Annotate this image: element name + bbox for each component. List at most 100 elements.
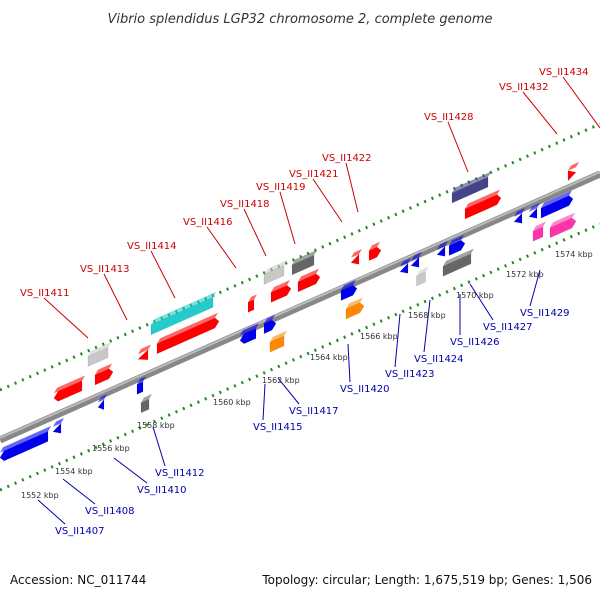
lower-tick-track [0,222,600,492]
gene-feature-top [54,375,85,394]
gene-feature-body [532,226,544,242]
label-leader-line [345,162,359,213]
gene-feature[interactable] [156,312,220,355]
gene-feature-top [411,251,422,261]
label-leader-line [347,343,351,383]
label-leader-line [279,191,296,245]
gene-label-bottom[interactable]: VS_II1407 [55,526,105,537]
gene-feature[interactable] [239,323,259,345]
gene-label-bottom[interactable]: VS_II1424 [414,354,464,365]
gene-feature[interactable] [340,279,358,301]
gene-feature-top [137,376,146,385]
gene-label-top[interactable]: VS_II1418 [220,199,270,210]
gene-label-top[interactable]: VS_II1432 [499,82,549,93]
gene-label-bottom[interactable]: VS_II1429 [520,308,570,319]
gene-feature-body [442,253,472,277]
gene-feature[interactable] [410,251,422,271]
gene-feature[interactable] [94,363,114,386]
gene-feature-body [140,398,150,414]
gene-label-bottom[interactable]: VS_II1427 [483,322,533,333]
gene-feature[interactable] [291,249,317,276]
gene-feature[interactable] [540,190,574,219]
gene-feature[interactable] [297,268,321,293]
gene-feature[interactable] [451,171,491,204]
gene-feature-body [451,176,489,204]
features-layer [0,161,579,463]
gene-feature[interactable] [448,234,466,256]
gene-feature[interactable] [0,426,51,463]
gene-feature-top [400,257,411,267]
gene-label-top[interactable]: VS_II1419 [256,182,306,193]
gene-label-top[interactable]: VS_II1422 [322,153,372,164]
label-leader-line [423,299,431,353]
gene-feature[interactable] [97,394,107,412]
gene-feature-body [53,380,83,402]
gene-feature-body [416,271,426,287]
gene-feature[interactable] [464,189,502,220]
gene-feature-body [263,319,277,335]
kbp-tick-label: 1562 kbp [262,376,300,385]
gene-feature[interactable] [350,248,362,268]
gene-feature[interactable] [263,314,277,335]
gene-feature[interactable] [87,342,111,367]
map-title: Vibrio splendidus LGP32 chromosome 2, co… [107,12,492,27]
gene-feature-top [449,234,464,246]
label-leader-line [522,91,558,135]
gene-label-bottom[interactable]: VS_II1420 [340,384,390,395]
gene-feature[interactable] [399,257,411,277]
gene-feature[interactable] [136,376,146,395]
gene-feature[interactable] [368,241,382,262]
gene-feature[interactable] [150,291,216,336]
gene-feature[interactable] [269,330,287,353]
gene-label-bottom[interactable]: VS_II1415 [253,422,303,433]
gene-label-bottom[interactable]: VS_II1408 [85,506,135,517]
gene-label-bottom[interactable]: VS_II1417 [289,406,339,417]
gene-feature-top [298,268,319,282]
gene-feature[interactable] [137,344,151,364]
gene-feature-body [291,254,315,276]
gene-feature-body [270,284,292,303]
gene-feature[interactable] [345,297,365,320]
gene-label-top[interactable]: VS_II1421 [289,169,339,180]
gene-label-top[interactable]: VS_II1434 [539,67,589,78]
gene-feature-body [340,284,358,301]
gene-feature-body [540,195,574,219]
gene-label-bottom[interactable]: VS_II1426 [450,337,500,348]
gene-label-bottom[interactable]: VS_II1410 [137,485,187,496]
gene-feature-top [533,221,546,232]
gene-feature[interactable] [140,393,152,414]
label-leader-line [394,313,401,368]
gene-feature-top [270,330,287,343]
gene-feature-top [271,280,290,293]
gene-label-top[interactable]: VS_II1414 [127,241,177,252]
gene-feature[interactable] [263,260,287,285]
gene-feature[interactable] [416,266,429,287]
gene-feature[interactable] [567,161,579,182]
gene-feature[interactable] [247,294,257,313]
gene-label-top[interactable]: VS_II1428 [424,112,474,123]
kbp-tick-label: 1570 kbp [456,291,494,300]
gene-feature[interactable] [436,240,448,260]
gene-feature-top [416,266,429,276]
kbp-tick-label: 1572 kbp [506,270,544,279]
gene-feature[interactable] [442,248,474,277]
label-leader-line [262,383,266,421]
gene-feature[interactable] [549,212,577,239]
kbp-tick-label: 1566 kbp [360,332,398,341]
gene-feature[interactable] [532,221,546,242]
gene-label-top[interactable]: VS_II1416 [183,217,233,228]
gene-feature-top [264,314,275,324]
gene-feature[interactable] [513,207,525,227]
gene-feature-top [443,248,474,267]
label-leader-line [150,250,176,299]
gene-label-bottom[interactable]: VS_II1412 [155,468,205,479]
gene-label-top[interactable]: VS_II1411 [20,288,70,299]
gene-feature[interactable] [53,375,85,403]
gene-label-bottom[interactable]: VS_II1423 [385,369,435,380]
gene-feature[interactable] [270,280,292,303]
gene-label-top[interactable]: VS_II1413 [80,264,130,275]
gene-feature[interactable] [52,417,64,437]
gene-feature-body [52,422,62,434]
gene-feature[interactable] [528,202,540,222]
